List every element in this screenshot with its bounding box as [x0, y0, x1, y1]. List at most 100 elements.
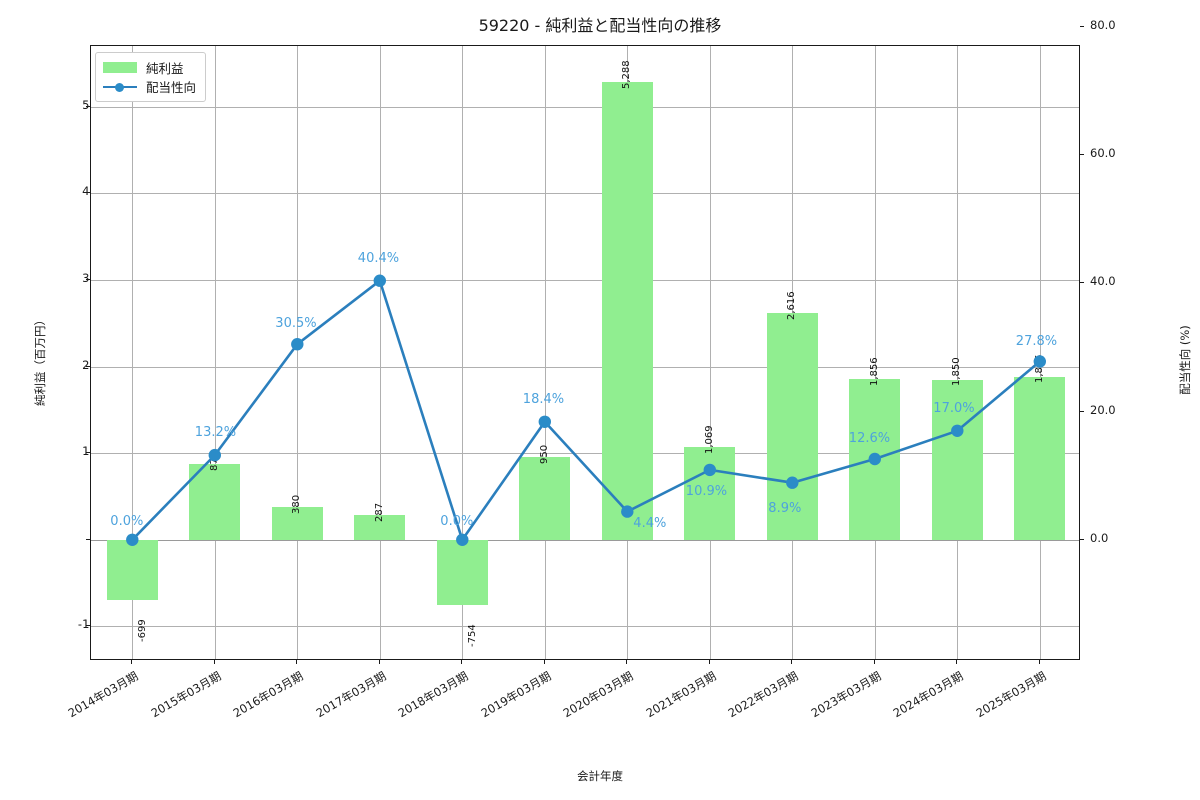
gridline-horizontal — [91, 366, 1079, 368]
line-value-label: 30.5% — [275, 316, 317, 332]
x-axis-tick-mark — [296, 660, 298, 664]
dividend-payout-markers — [126, 274, 1046, 546]
y-axis-tick-mark-right — [1080, 25, 1084, 27]
gridline-horizontal — [91, 193, 1079, 195]
y-axis-tick-label-right: 0.0 — [1090, 530, 1109, 545]
y-axis-tick-mark-left — [86, 278, 90, 280]
bar-net-income[interactable] — [436, 539, 488, 605]
y-axis-label-left: 純利益（百万円） — [33, 314, 47, 406]
line-value-label: 40.4% — [357, 250, 400, 266]
bar-net-income[interactable] — [684, 447, 736, 540]
bar-net-income[interactable] — [601, 81, 653, 540]
y-axis-tick-mark-left — [86, 452, 90, 454]
y-axis-tick-mark-left — [86, 192, 90, 194]
y-axis-label-right: 配当性向 (%) — [1177, 325, 1192, 395]
y-axis-tick-mark-right — [1080, 282, 1084, 284]
gridline-vertical — [132, 46, 134, 659]
gridline-vertical — [462, 46, 464, 659]
line-data-point[interactable] — [703, 463, 716, 477]
bar-net-income[interactable] — [766, 313, 818, 540]
line-data-point[interactable] — [456, 533, 469, 546]
x-axis-tick-label: 2014年03月期 — [65, 668, 141, 721]
gridline-vertical — [957, 46, 959, 659]
x-axis-tick-mark — [213, 660, 215, 664]
bar-net-income[interactable] — [271, 506, 323, 540]
x-axis-tick-label: 2025年03月期 — [973, 668, 1049, 721]
line-data-point[interactable] — [621, 505, 634, 518]
line-data-point[interactable] — [951, 424, 964, 437]
legend-item-net-income[interactable]: 純利益 — [103, 58, 196, 77]
line-data-point[interactable] — [786, 476, 799, 489]
zero-baseline — [91, 539, 1079, 541]
line-data-point[interactable] — [373, 274, 386, 287]
y-axis-tick-mark-left — [86, 538, 90, 540]
x-axis-tick-mark — [543, 660, 545, 664]
x-axis-tick-label: 2019年03月期 — [478, 668, 554, 721]
legend-item-label: 配当性向 — [146, 80, 197, 95]
gridline-vertical — [379, 46, 381, 659]
bar-net-income[interactable] — [189, 463, 241, 540]
gridline-horizontal — [91, 626, 1079, 628]
x-axis-tick-label: 2022年03月期 — [725, 668, 801, 721]
bar-net-income[interactable] — [106, 539, 158, 601]
y-axis-tick-label-right: 20.0 — [1090, 402, 1116, 417]
line-value-label: 0.0% — [440, 513, 474, 529]
legend-item-label: 純利益 — [146, 61, 184, 76]
x-axis-tick-label: 2017年03月期 — [313, 668, 389, 721]
line-value-label: 12.6% — [848, 431, 891, 446]
line-data-point[interactable] — [208, 448, 221, 462]
x-axis-tick-mark — [131, 660, 133, 664]
x-axis-tick-label: 2023年03月期 — [808, 668, 884, 721]
line-value-label: 0.0% — [110, 513, 144, 529]
gridline-vertical — [297, 46, 299, 659]
y-axis-tick-mark-left — [86, 105, 90, 107]
gridline-horizontal — [91, 279, 1079, 281]
green-bar-swatch-icon — [103, 62, 137, 73]
bar-net-income[interactable] — [1014, 376, 1066, 540]
legend-item-dividend-payout[interactable]: 配当性向 — [103, 77, 196, 96]
x-axis-tick-mark — [791, 660, 793, 664]
line-data-point[interactable] — [126, 533, 139, 546]
page-title: 59220 - 純利益と配当性向の推移 — [478, 16, 722, 35]
line-value-label: 27.8% — [1015, 333, 1058, 349]
x-axis-tick-mark — [956, 660, 958, 664]
line-data-point[interactable] — [1033, 355, 1046, 368]
y-axis-tick-label-right: 40.0 — [1090, 274, 1116, 289]
x-axis-tick-mark — [461, 660, 463, 664]
bar-net-income[interactable] — [354, 514, 406, 540]
x-axis-tick-mark — [1038, 660, 1040, 664]
gridline-horizontal — [91, 453, 1079, 455]
legend: 純利益 配当性向 — [95, 52, 207, 102]
y-axis-tick-mark-left — [86, 365, 90, 367]
x-axis-tick-label: 2018年03月期 — [395, 668, 471, 721]
blue-line-marker-swatch-icon — [103, 81, 137, 92]
x-axis-tick-label: 2021年03月期 — [643, 668, 719, 721]
line-value-label: 13.2% — [194, 425, 237, 441]
bar-net-income[interactable] — [931, 379, 983, 540]
line-value-label: 4.4% — [633, 515, 667, 531]
gridline-horizontal — [91, 106, 1079, 108]
gridline-vertical — [874, 46, 876, 659]
line-value-label: 8.9% — [768, 500, 802, 516]
y-axis-tick-label-right: 60.0 — [1090, 146, 1116, 160]
plot-area: -699 875 380 287 -754 950 5,288 1,069 2,616 1,856… — [90, 45, 1080, 660]
line-value-label: 10.9% — [685, 483, 728, 499]
x-axis-tick-label: 2016年03月期 — [230, 668, 306, 721]
bar-net-income[interactable] — [519, 457, 571, 540]
line-series-svg — [126, 274, 1046, 546]
x-axis-tick-mark — [626, 660, 628, 664]
y-axis-tick-label-right: 80.0 — [1090, 17, 1116, 32]
x-axis-label: 会計年度 — [577, 769, 623, 783]
y-axis-tick-mark-left — [86, 625, 90, 627]
y-axis-tick-mark-right — [1080, 410, 1084, 412]
gridline-vertical — [544, 46, 546, 659]
line-data-point[interactable] — [868, 452, 881, 466]
line-data-point[interactable] — [291, 338, 304, 351]
x-axis-tick-label: 2020年03月期 — [560, 668, 636, 721]
x-axis-tick-label: 2024年03月期 — [890, 668, 966, 721]
line-data-point[interactable] — [538, 415, 551, 428]
dividend-payout-line — [130, 279, 1042, 542]
x-axis-tick-mark — [873, 660, 875, 664]
x-axis-tick-label: 2015年03月期 — [148, 668, 224, 721]
